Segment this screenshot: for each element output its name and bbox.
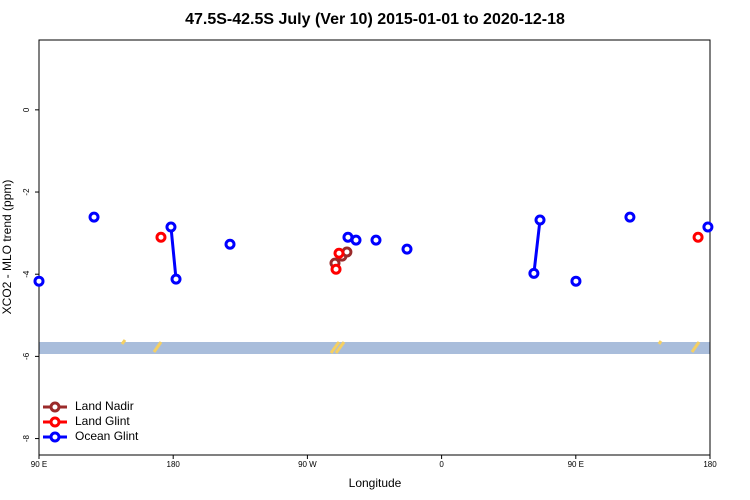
x-tick-label: 90 E [568, 460, 584, 469]
land-marks [120, 339, 701, 354]
point [33, 275, 45, 287]
series-line [171, 220, 708, 279]
legend-marker [49, 416, 61, 428]
point [570, 275, 582, 287]
point [330, 263, 342, 275]
x-tick-label: 90 E [31, 460, 47, 469]
x-tick-label: 180 [167, 460, 181, 469]
point [692, 231, 704, 243]
y-tick-label: -8 [22, 434, 31, 442]
y-tick-label: -2 [22, 188, 31, 196]
surface-band [39, 342, 710, 354]
point [702, 221, 714, 233]
point [224, 238, 236, 250]
point [165, 221, 177, 233]
legend-label: Land Glint [75, 414, 130, 428]
plot-frame [38, 39, 711, 456]
point [170, 273, 182, 285]
point [88, 211, 100, 223]
point [534, 214, 546, 226]
legend-label: Ocean Glint [75, 429, 139, 443]
x-tick-label: 90 W [298, 460, 317, 469]
legend-label: Land Nadir [75, 399, 134, 413]
x-tick-label: 180 [703, 460, 717, 469]
legend-marker [49, 401, 61, 413]
chart-title: 47.5S-42.5S July (Ver 10) 2015-01-01 to … [185, 11, 565, 28]
point [350, 234, 362, 246]
point [155, 231, 167, 243]
y-axis-label: XCO2 - MLO trend (ppm) [0, 180, 14, 315]
point [333, 247, 345, 259]
point [401, 243, 413, 255]
x-axis-label: Longitude [349, 476, 402, 490]
point [528, 267, 540, 279]
y-tick-label: 0 [22, 107, 31, 112]
y-tick-label: -4 [22, 270, 31, 278]
point [624, 211, 636, 223]
legend-marker [49, 431, 61, 443]
y-tick-label: -6 [22, 352, 31, 360]
x-tick-label: 0 [439, 460, 444, 469]
point [370, 234, 382, 246]
